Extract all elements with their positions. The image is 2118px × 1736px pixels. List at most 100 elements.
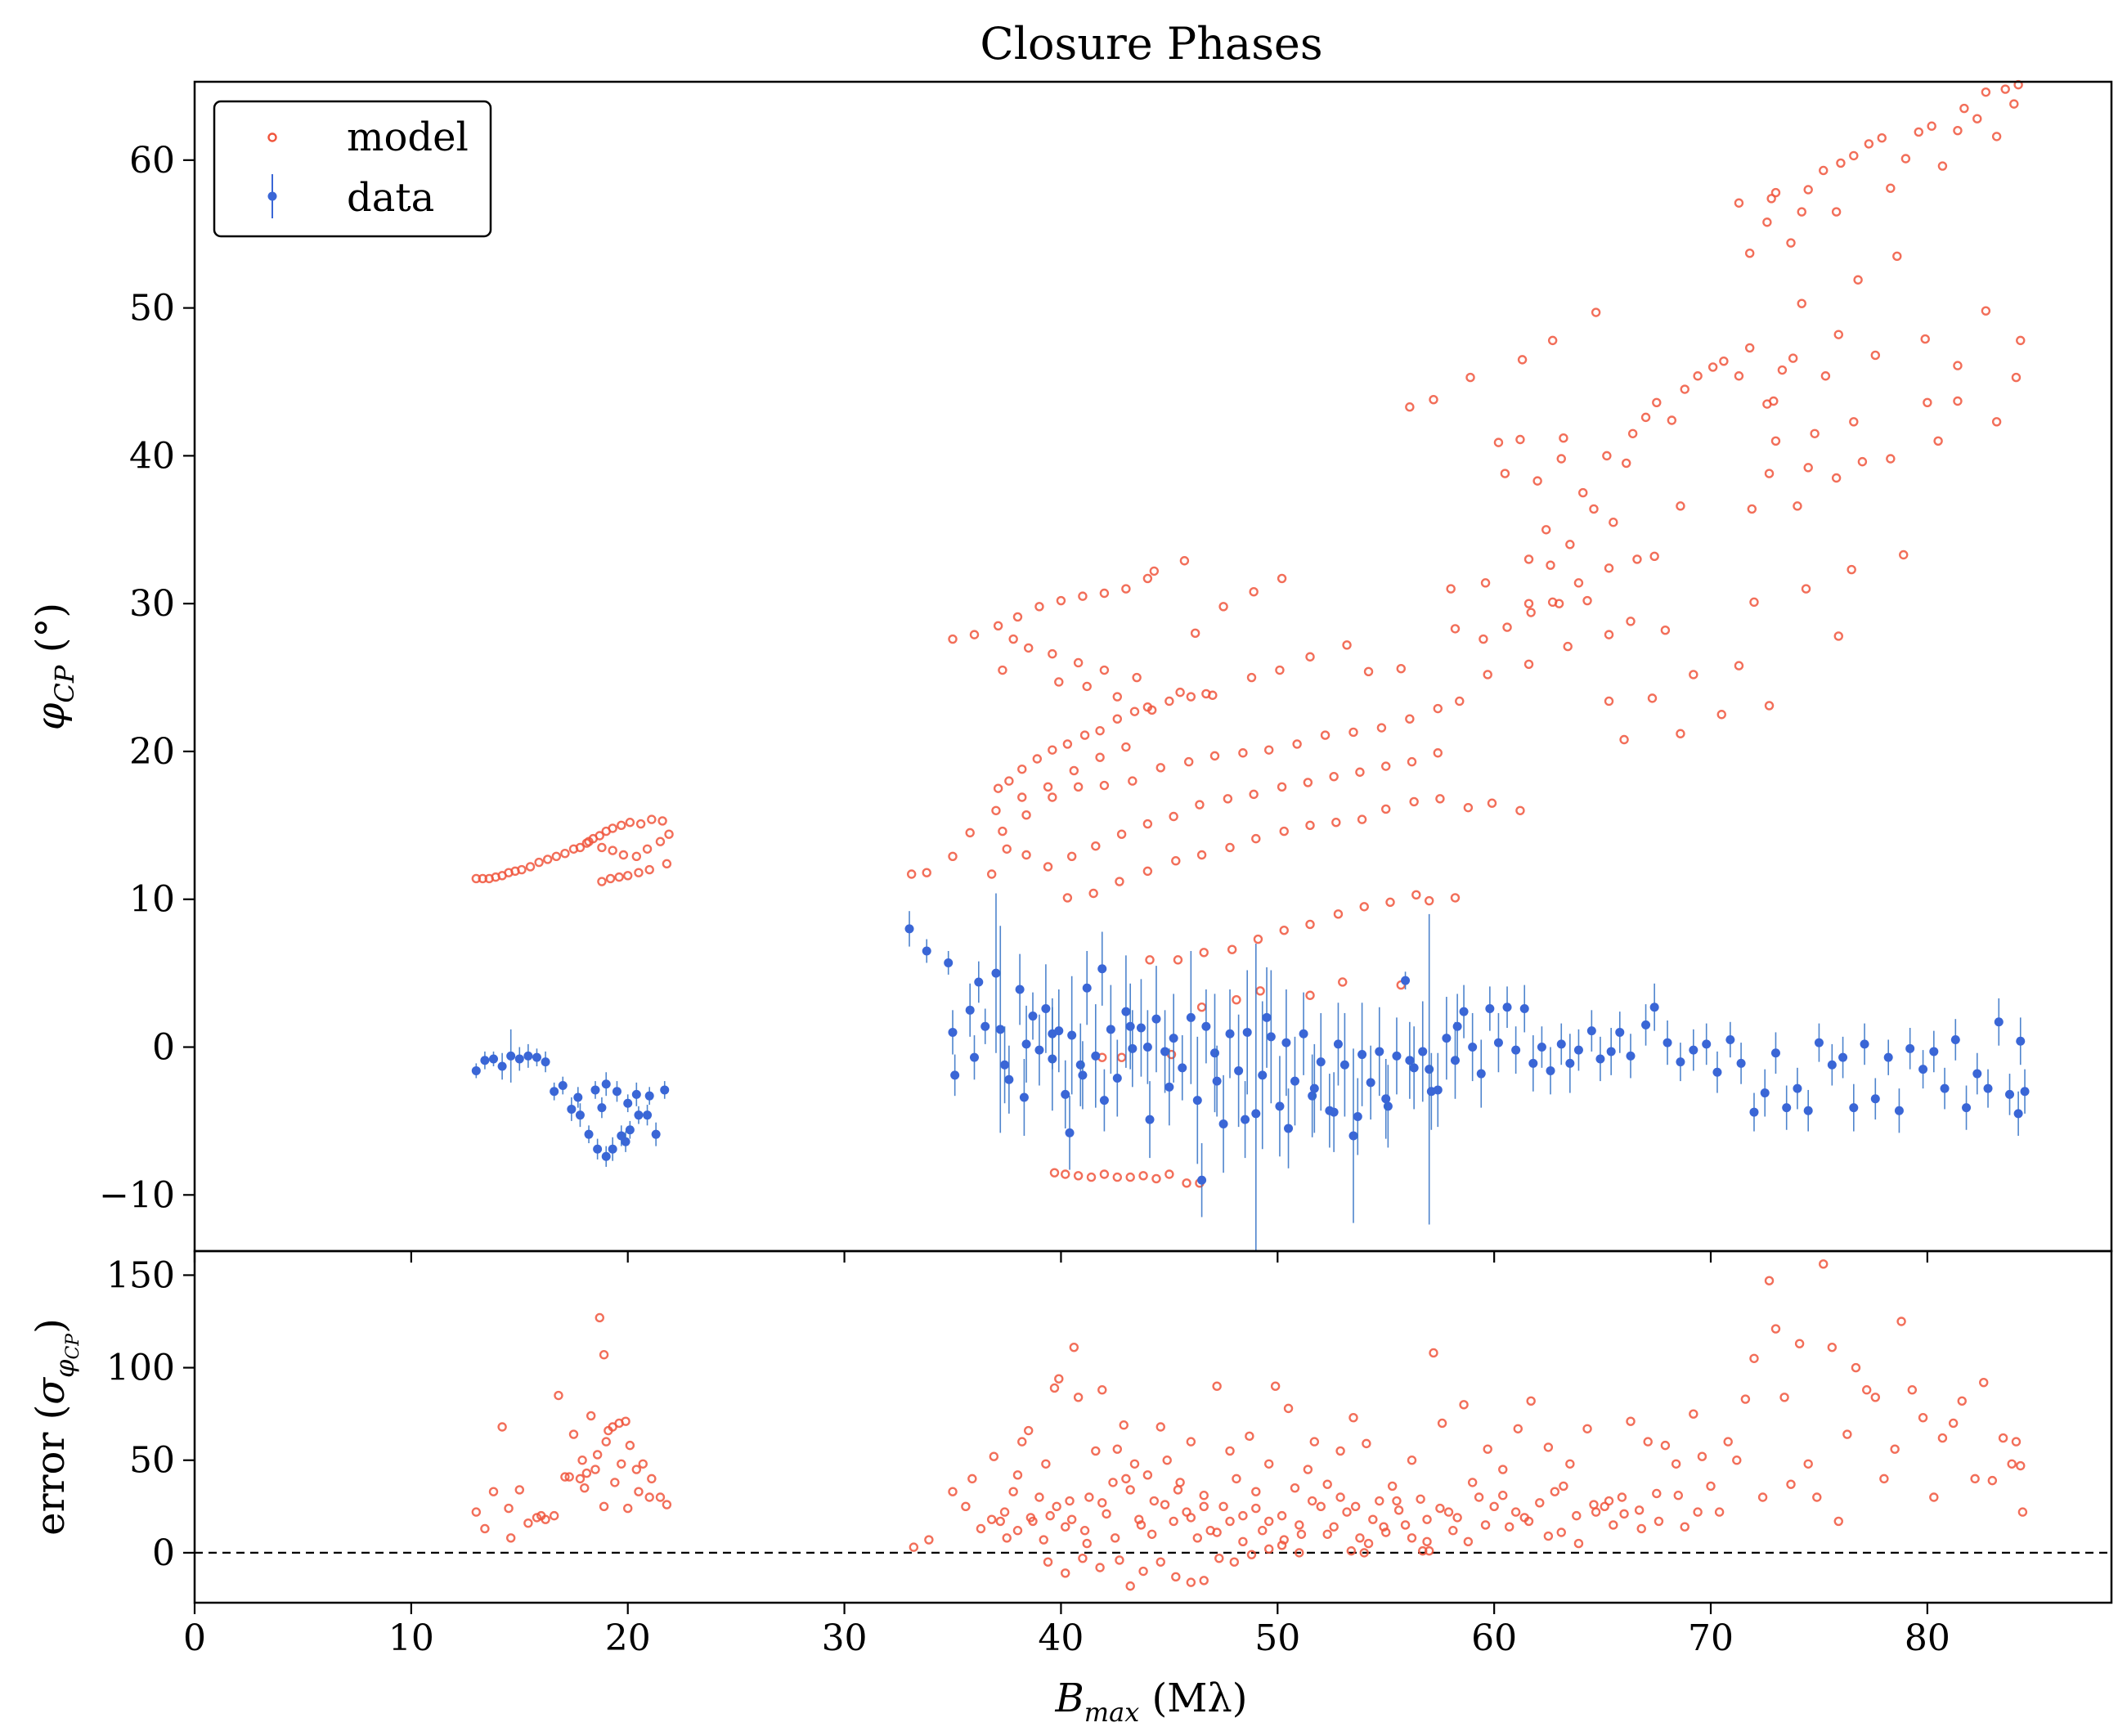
error-point xyxy=(1245,1431,1254,1442)
model-point xyxy=(1446,584,1456,594)
error-point xyxy=(1870,1393,1881,1402)
model-point xyxy=(1232,994,1241,1005)
error-point xyxy=(1225,1516,1235,1527)
model-point xyxy=(560,848,570,859)
data-point xyxy=(1262,1012,1272,1022)
data-point xyxy=(1459,1007,1469,1016)
error-point xyxy=(1819,1259,1829,1269)
model-point xyxy=(1048,648,1057,659)
model-point xyxy=(1573,578,1584,588)
model-point xyxy=(1836,158,1846,168)
data-point xyxy=(1082,983,1092,993)
model-point xyxy=(618,850,629,860)
error-point xyxy=(1749,1353,1759,1363)
error-point xyxy=(1002,1533,1012,1543)
error-point xyxy=(1422,1514,1432,1524)
legend-box xyxy=(213,100,492,238)
model-point xyxy=(1479,634,1488,644)
data-point xyxy=(1511,1045,1521,1055)
model-point xyxy=(1991,132,2002,141)
data-point xyxy=(621,1137,630,1146)
error-point xyxy=(1097,1498,1107,1508)
data-point xyxy=(612,1087,621,1097)
model-point xyxy=(1329,771,1339,782)
error-point xyxy=(1186,1513,1196,1523)
error-point xyxy=(1643,1437,1653,1447)
error-point xyxy=(1543,1442,1554,1452)
model-point xyxy=(597,842,607,853)
error-point xyxy=(1162,1456,1172,1465)
data-point xyxy=(1112,1073,1122,1083)
x-tick-label: 80 xyxy=(1905,1617,1950,1659)
data-point xyxy=(1034,1045,1044,1055)
model-point xyxy=(1981,87,1991,97)
error-point xyxy=(1160,1500,1170,1509)
data-point xyxy=(980,1021,990,1031)
legend-model-label: model xyxy=(347,114,469,160)
data-point xyxy=(1409,1063,1419,1073)
data-point xyxy=(1972,1069,1982,1079)
model-point xyxy=(1305,919,1315,930)
model-point xyxy=(2000,84,2010,94)
model-point xyxy=(1972,114,1982,123)
model-point xyxy=(655,837,666,846)
model-point xyxy=(1017,764,1027,774)
data-point xyxy=(523,1051,533,1061)
model-point xyxy=(1164,1169,1174,1179)
error-point xyxy=(1049,1383,1060,1393)
model-point xyxy=(1048,745,1057,755)
model-point xyxy=(1292,739,1302,749)
data-point xyxy=(1528,1058,1538,1068)
model-point xyxy=(1793,501,1802,511)
data-point xyxy=(1641,1020,1651,1029)
model-point xyxy=(1184,756,1194,767)
model-point xyxy=(1376,723,1387,733)
data-point xyxy=(1284,1124,1294,1133)
model-point xyxy=(1155,763,1165,773)
model-point xyxy=(1209,751,1220,761)
data-point xyxy=(1333,1039,1343,1049)
error-point xyxy=(480,1523,490,1534)
error-y-label-symbol: σ xyxy=(28,1377,74,1405)
error-point xyxy=(1342,1507,1352,1517)
model-point xyxy=(1024,643,1034,653)
error-point xyxy=(1673,1491,1683,1500)
error-point xyxy=(1689,1409,1698,1419)
model-point xyxy=(1981,306,1991,316)
model-point xyxy=(614,872,624,882)
model-point xyxy=(1797,207,1806,217)
model-point xyxy=(1405,714,1415,724)
data-point xyxy=(1418,1047,1428,1056)
model-point xyxy=(647,814,657,824)
data-point xyxy=(1595,1054,1605,1064)
data-point xyxy=(573,1092,583,1102)
model-point xyxy=(1225,842,1235,853)
data-point xyxy=(1136,1023,1146,1033)
data-point xyxy=(1078,1070,1088,1080)
error-point xyxy=(1896,1317,1906,1326)
error-point xyxy=(1929,1492,1939,1502)
model-point xyxy=(1556,454,1566,464)
error-point xyxy=(1979,1377,1989,1388)
y-tick-label: 150 xyxy=(106,1254,175,1296)
error-point xyxy=(1513,1424,1523,1433)
data-point xyxy=(965,1005,975,1015)
error-point xyxy=(580,1483,590,1493)
error-point xyxy=(1225,1446,1235,1456)
model-point xyxy=(1831,473,1842,483)
data-point xyxy=(1615,1027,1625,1037)
error-point xyxy=(560,1472,570,1482)
model-point xyxy=(1927,121,1936,131)
data-point xyxy=(1164,1082,1174,1092)
model-point xyxy=(1223,794,1233,804)
data-point xyxy=(1782,1103,1792,1113)
error-point xyxy=(1238,1536,1248,1547)
data-point xyxy=(1983,1083,1993,1093)
data-point xyxy=(1329,1107,1339,1117)
model-point xyxy=(1054,677,1064,687)
error-point xyxy=(1498,1465,1508,1474)
error-y-label-prefix: error ( xyxy=(28,1405,74,1536)
model-point xyxy=(1091,841,1101,851)
model-point xyxy=(2011,372,2022,383)
error-point xyxy=(1355,1533,1365,1543)
